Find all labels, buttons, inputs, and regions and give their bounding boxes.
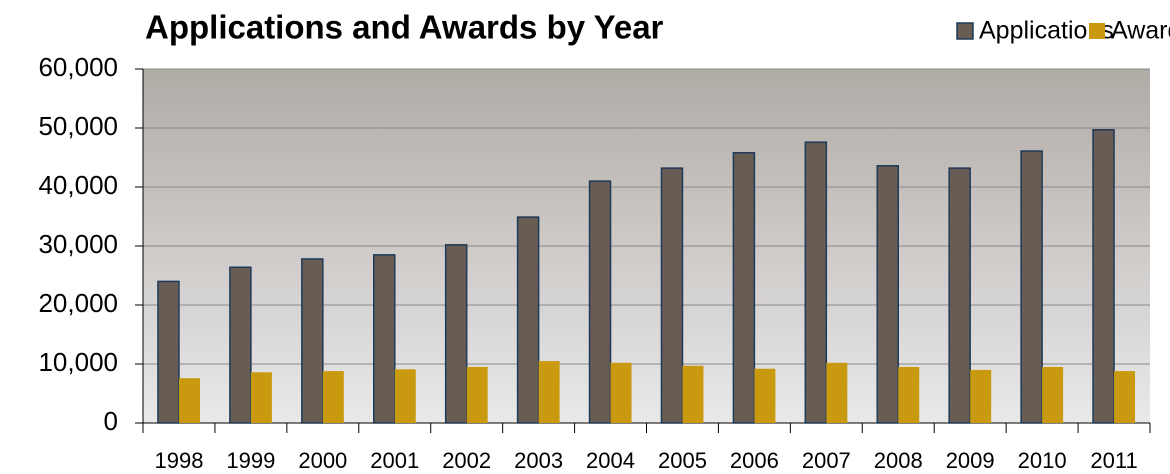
- bar: [660, 167, 684, 424]
- chart-title: Applications and Awards by Year: [145, 9, 664, 46]
- bar: [898, 366, 920, 423]
- bar: [754, 368, 776, 423]
- bar: [732, 152, 756, 424]
- bar: [322, 371, 344, 423]
- x-tick-label: 2003: [514, 448, 563, 473]
- legend-swatch: [1089, 23, 1105, 39]
- y-tick-label: 0: [104, 406, 118, 436]
- bar: [178, 378, 200, 423]
- bar: [948, 167, 971, 424]
- x-tick-label: 1998: [154, 448, 203, 473]
- bar: [466, 366, 488, 423]
- x-tick-label: 2009: [946, 448, 995, 473]
- x-tick-label: 2002: [442, 448, 491, 473]
- bar: [1020, 150, 1043, 424]
- x-tick-label: 2005: [658, 448, 707, 473]
- bar: [538, 361, 560, 423]
- bar: [970, 369, 992, 423]
- bar: [610, 362, 632, 423]
- x-tick-label: 2006: [730, 448, 779, 473]
- bar: [250, 372, 272, 423]
- x-tick-label: 2007: [802, 448, 851, 473]
- x-tick-label: 2000: [298, 448, 347, 473]
- y-tick-label: 20,000: [38, 288, 118, 318]
- x-tick-label: 2008: [874, 448, 923, 473]
- bar: [804, 141, 828, 424]
- bar: [826, 362, 848, 423]
- bar: [682, 365, 704, 423]
- bar: [588, 180, 612, 424]
- legend-label: Awards: [1111, 17, 1170, 45]
- bar: [394, 369, 416, 423]
- bar: [373, 254, 396, 424]
- x-tick-label: 1999: [226, 448, 275, 473]
- bar: [444, 244, 468, 424]
- bar: [876, 165, 899, 424]
- bar: [1042, 366, 1064, 423]
- y-tick-label: 60,000: [38, 52, 118, 82]
- legend-swatch: [956, 22, 974, 40]
- y-tick-label: 10,000: [38, 347, 118, 377]
- y-tick-label: 50,000: [38, 111, 118, 141]
- y-tick-label: 40,000: [38, 170, 118, 200]
- bar: [1114, 371, 1136, 423]
- bar: [157, 280, 180, 424]
- x-tick-label: 2011: [1090, 448, 1137, 473]
- y-tick-label: 30,000: [38, 229, 118, 259]
- bar: [229, 266, 252, 424]
- x-tick-label: 2001: [370, 448, 419, 473]
- bar: [516, 216, 540, 424]
- bar: [1092, 129, 1115, 424]
- x-tick-label: 2004: [586, 448, 635, 473]
- x-tick-label: 2010: [1018, 448, 1067, 473]
- bar: [301, 258, 324, 424]
